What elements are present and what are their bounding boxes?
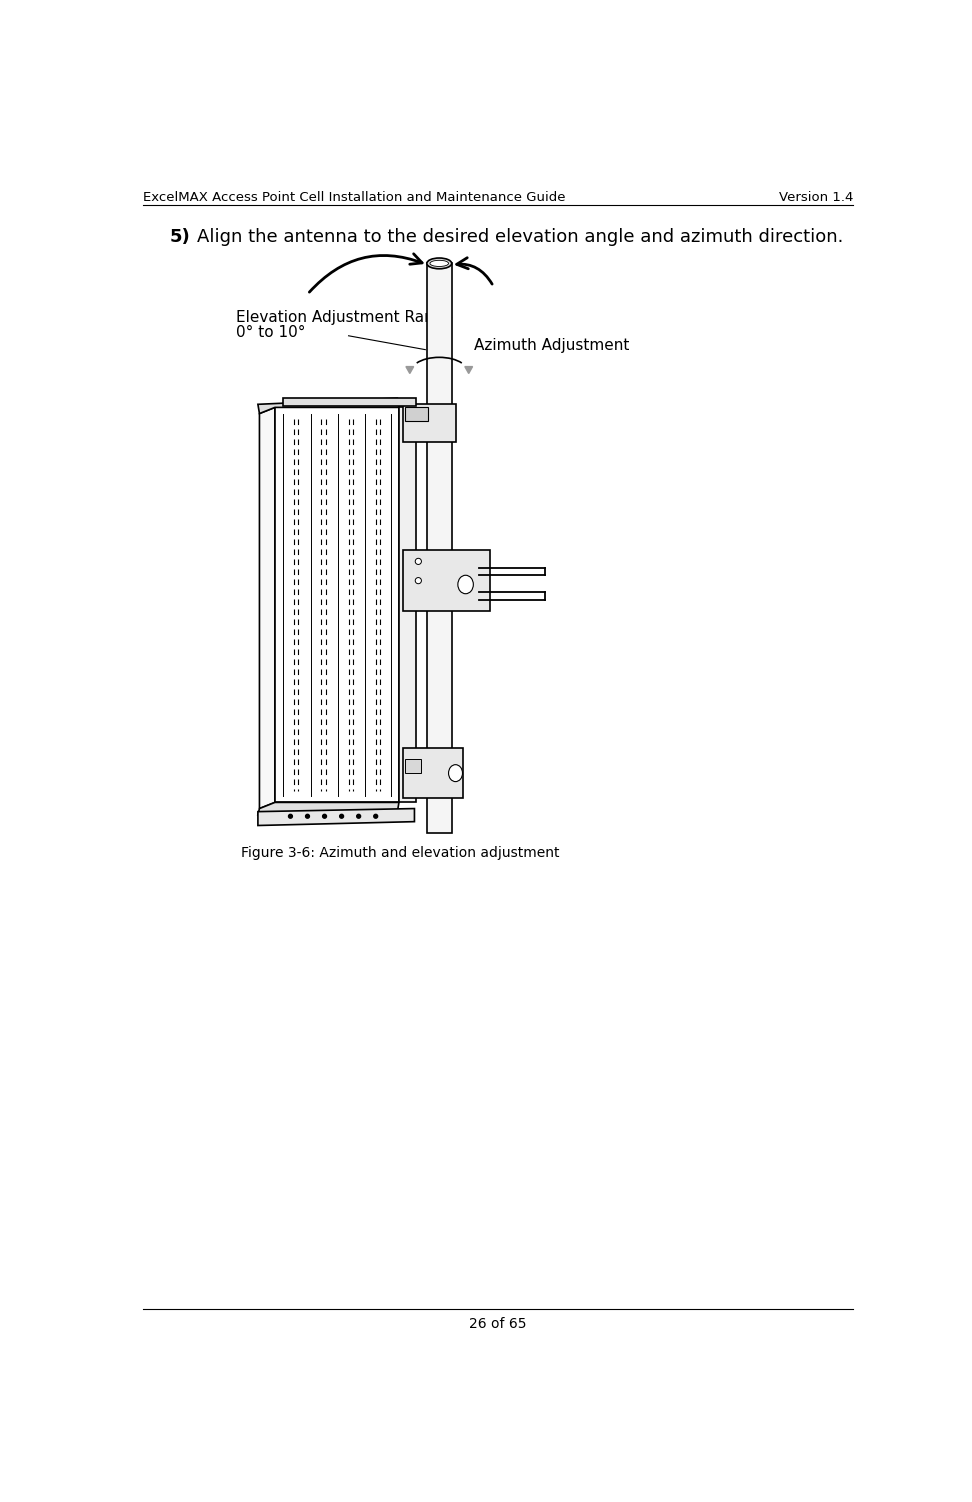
Text: 5): 5): [169, 228, 191, 246]
Polygon shape: [258, 398, 399, 413]
Polygon shape: [258, 808, 414, 826]
Text: Version 1.4: Version 1.4: [779, 191, 853, 204]
Polygon shape: [406, 366, 414, 374]
Ellipse shape: [448, 765, 463, 781]
Ellipse shape: [427, 258, 452, 269]
Ellipse shape: [415, 578, 422, 584]
Bar: [405, 760, 421, 774]
Ellipse shape: [415, 559, 422, 565]
Bar: [427, 263, 452, 834]
Polygon shape: [275, 407, 399, 802]
Text: 26 of 65: 26 of 65: [469, 1317, 527, 1331]
Ellipse shape: [323, 814, 327, 819]
Ellipse shape: [458, 575, 473, 593]
Polygon shape: [258, 802, 399, 814]
Ellipse shape: [357, 814, 361, 819]
Polygon shape: [402, 404, 456, 442]
Bar: [402, 550, 491, 611]
Text: Elevation Adjustment Range: Elevation Adjustment Range: [236, 309, 453, 324]
Polygon shape: [260, 407, 275, 808]
Polygon shape: [283, 398, 416, 406]
Bar: [405, 407, 429, 421]
Ellipse shape: [289, 814, 293, 819]
Text: ExcelMAX Access Point Cell Installation and Maintenance Guide: ExcelMAX Access Point Cell Installation …: [143, 191, 566, 204]
Bar: [402, 748, 464, 798]
Polygon shape: [465, 366, 472, 374]
Text: Align the antenna to the desired elevation angle and azimuth direction.: Align the antenna to the desired elevati…: [197, 228, 844, 246]
Ellipse shape: [430, 260, 448, 266]
Text: 0° to 10°: 0° to 10°: [236, 324, 306, 339]
Text: Azimuth Adjustment: Azimuth Adjustment: [474, 338, 630, 353]
Ellipse shape: [305, 814, 309, 819]
Ellipse shape: [374, 814, 378, 819]
Text: Figure 3-6: Azimuth and elevation adjustment: Figure 3-6: Azimuth and elevation adjust…: [241, 846, 560, 861]
Bar: [399, 407, 416, 802]
Ellipse shape: [339, 814, 343, 819]
